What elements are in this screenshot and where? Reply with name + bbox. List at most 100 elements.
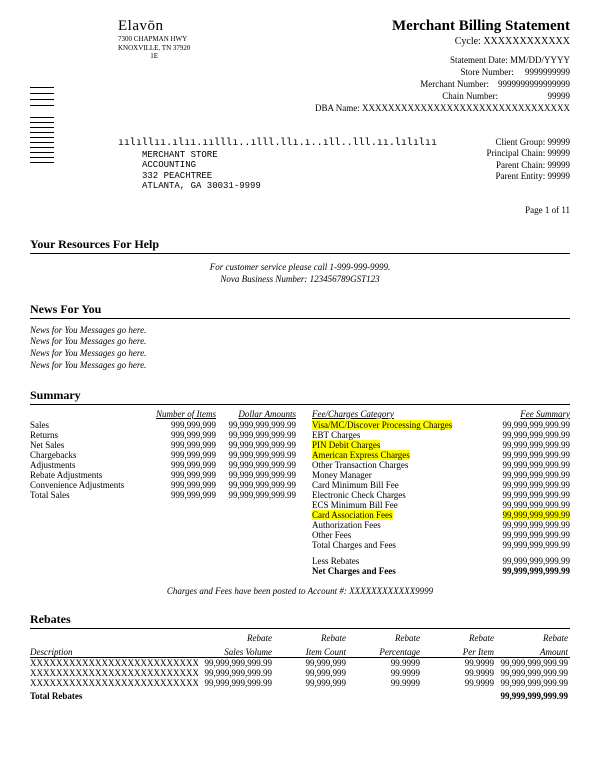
summary-amt: 99,999,999,999.99 xyxy=(216,480,296,490)
reb-ht3: Rebate xyxy=(272,633,346,643)
fee-label: Money Manager xyxy=(312,470,480,480)
section-rebates: Rebates xyxy=(30,612,570,629)
less-rebates-amt: 99,999,999,999.99 xyxy=(480,556,570,566)
summary-label: Convenience Adjustments xyxy=(30,480,136,490)
fee-label: Other Transaction Charges xyxy=(312,460,480,470)
fee-label: Electronic Check Charges xyxy=(312,490,480,500)
help-text: For customer service please call 1-999-9… xyxy=(30,262,570,285)
right-header: Merchant Billing Statement Cycle: XXXXXX… xyxy=(315,18,570,113)
summary-right: Fee/Charges CategoryFee Summary Visa/MC/… xyxy=(312,409,570,576)
merch-val: 9999999999999999 xyxy=(498,79,570,89)
summary-num: 999,999,999 xyxy=(136,450,216,460)
merchant-address: MERCHANT STORE ACCOUNTING 332 PEACHTREE … xyxy=(142,150,487,191)
chain-val: 99999 xyxy=(548,91,571,101)
fee-row: Other Fees99,999,999,999.99 xyxy=(312,530,570,540)
rebates-table: Rebate Rebate Rebate Rebate Rebate Descr… xyxy=(30,633,570,701)
logo-block: Elavōn 7300 CHAPMAN HWY KNOXVILLE, TN 37… xyxy=(118,18,190,113)
summary-label: Adjustments xyxy=(30,460,136,470)
fee-label: PIN Debit Charges xyxy=(312,440,480,450)
summary-num: 999,999,999 xyxy=(136,430,216,440)
addr-l4: ATLANTA, GA 30031-9999 xyxy=(142,181,487,191)
summary-amt: 99,999,999,999.99 xyxy=(216,420,296,430)
summary-amt: 99,999,999,999.99 xyxy=(216,460,296,470)
sum-rh2: Fee Summary xyxy=(480,409,570,419)
summary-row: Net Sales999,999,99999,999,999,999.99 xyxy=(30,440,296,450)
fee-amt: 99,999,999,999.99 xyxy=(480,520,570,530)
fee-amt: 99,999,999,999.99 xyxy=(480,500,570,510)
fee-row: Other Transaction Charges99,999,999,999.… xyxy=(312,460,570,470)
left-lines xyxy=(30,87,54,191)
rebate-per: 99.9999 xyxy=(420,658,494,668)
fee-label: Total Charges and Fees xyxy=(312,540,480,550)
fee-amt: 99,999,999,999.99 xyxy=(480,430,570,440)
fee-row: Electronic Check Charges99,999,999,999.9… xyxy=(312,490,570,500)
client-l1: Client Group: 99999 xyxy=(487,137,571,148)
help-l1: For customer service please call 1-999-9… xyxy=(30,262,570,274)
fee-amt: 99,999,999,999.99 xyxy=(480,510,570,520)
client-l4: Parent Entity: 99999 xyxy=(487,171,571,182)
section-summary: Summary xyxy=(30,388,570,405)
section-help: Your Resources For Help xyxy=(30,237,570,254)
net-charges-lbl: Net Charges and Fees xyxy=(312,566,480,576)
rebates-total-amt: 99,999,999,999.99 xyxy=(494,691,568,701)
rebate-desc: XXXXXXXXXXXXXXXXXXXXXXXXXXXXXXXXXXX xyxy=(30,658,198,668)
fee-row: Card Minimum Bill Fee99,999,999,999.99 xyxy=(312,480,570,490)
dba-lbl: DBA Name: xyxy=(315,103,360,113)
logo-addr3: 1E xyxy=(118,53,190,61)
rebate-vol: 99,999,999,999.99 xyxy=(198,678,272,688)
dba-val: XXXXXXXXXXXXXXXXXXXXXXXXXXXXXXXX xyxy=(362,103,570,113)
rebate-row: XXXXXXXXXXXXXXXXXXXXXXXXXXXXXXXXXXX99,99… xyxy=(30,658,570,668)
summary-label: Net Sales xyxy=(30,440,136,450)
summary-num: 999,999,999 xyxy=(136,460,216,470)
page-number: Page 1 of 11 xyxy=(30,205,570,215)
rebates-total-lbl: Total Rebates xyxy=(30,691,198,701)
fee-label: ECS Minimum Bill Fee xyxy=(312,500,480,510)
fee-amt: 99,999,999,999.99 xyxy=(480,460,570,470)
store-val: 9999999999 xyxy=(525,67,570,77)
fee-amt: 99,999,999,999.99 xyxy=(480,470,570,480)
fee-row: Card Association Fees99,999,999,999.99 xyxy=(312,510,570,520)
summary-left: Number of ItemsDollar Amounts Sales999,9… xyxy=(30,409,296,576)
addr-l2: ACCOUNTING xyxy=(142,160,487,170)
reb-ht5: Rebate xyxy=(420,633,494,643)
fee-label: Card Minimum Bill Fee xyxy=(312,480,480,490)
summary-wrap: Number of ItemsDollar Amounts Sales999,9… xyxy=(30,409,570,576)
rebate-row: XXXXXXXXXXXXXXXXXXXXXXXXXXXXXXXXXXX99,99… xyxy=(30,678,570,688)
less-rebates-lbl: Less Rebates xyxy=(312,556,480,566)
fee-label: Authorization Fees xyxy=(312,520,480,530)
doc-title: Merchant Billing Statement xyxy=(315,18,570,35)
rebate-amt: 99,999,999,999.99 xyxy=(494,658,568,668)
rebate-vol: 99,999,999,999.99 xyxy=(198,668,272,678)
reb-ht4: Rebate xyxy=(346,633,420,643)
rebate-amt: 99,999,999,999.99 xyxy=(494,678,568,688)
sum-h1: Number of Items xyxy=(136,409,216,419)
chain-line: Chain Number: 99999 xyxy=(315,91,570,101)
reb-h2: Sales Volume xyxy=(198,647,272,657)
logo: Elavōn xyxy=(118,18,190,35)
stmt-date: Statement Date: MM/DD/YYYY xyxy=(315,55,570,65)
summary-row: Adjustments999,999,99999,999,999,999.99 xyxy=(30,460,296,470)
header-row: Elavōn 7300 CHAPMAN HWY KNOXVILLE, TN 37… xyxy=(30,18,570,113)
summary-amt: 99,999,999,999.99 xyxy=(216,430,296,440)
fee-amt: 99,999,999,999.99 xyxy=(480,540,570,550)
fee-row: Total Charges and Fees99,999,999,999.99 xyxy=(312,540,570,550)
summary-label: Returns xyxy=(30,430,136,440)
dba-line: DBA Name: XXXXXXXXXXXXXXXXXXXXXXXXXXXXXX… xyxy=(315,103,570,113)
client-l2: Principal Chain: 99999 xyxy=(487,148,571,159)
client-l3: Parent Chain: 99999 xyxy=(487,160,571,171)
fee-row: PIN Debit Charges99,999,999,999.99 xyxy=(312,440,570,450)
fee-row: Money Manager99,999,999,999.99 xyxy=(312,470,570,480)
addr-l3: 332 PEACHTREE xyxy=(142,171,487,181)
summary-row: Rebate Adjustments999,999,99999,999,999,… xyxy=(30,470,296,480)
barcode-row: ıılıllıı.ılıı.ıılllı..ılll.llı.ı..ıll..l… xyxy=(30,137,570,191)
posted-note: Charges and Fees have been posted to Acc… xyxy=(30,586,570,596)
fee-amt: 99,999,999,999.99 xyxy=(480,490,570,500)
reb-h3: Item Count xyxy=(272,647,346,657)
summary-row: Sales999,999,99999,999,999,999.99 xyxy=(30,420,296,430)
addr-l1: MERCHANT STORE xyxy=(142,150,487,160)
rebate-pct: 99.9999 xyxy=(346,668,420,678)
reb-h5: Per Item xyxy=(420,647,494,657)
rebate-vol: 99,999,999,999.99 xyxy=(198,658,272,668)
rebate-count: 99,999,999 xyxy=(272,668,346,678)
rebate-amt: 99,999,999,999.99 xyxy=(494,668,568,678)
